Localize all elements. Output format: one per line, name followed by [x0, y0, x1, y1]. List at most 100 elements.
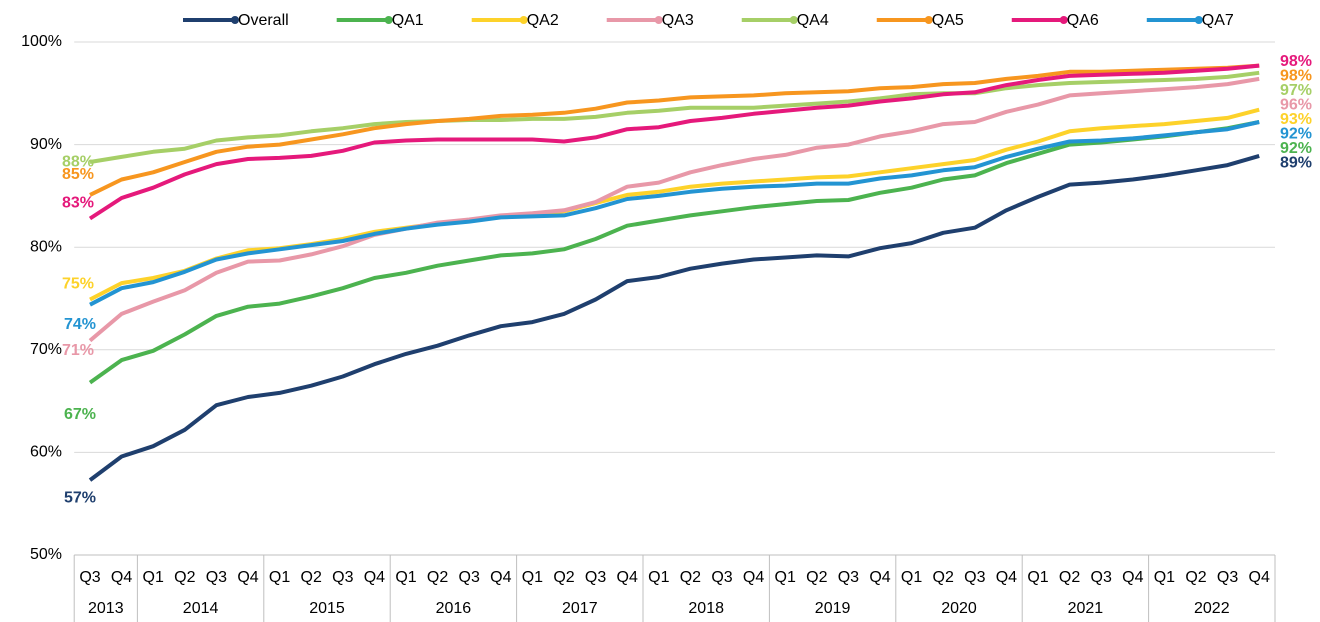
- x-tick-label: Q4: [111, 569, 132, 586]
- series-line: [88, 63, 1260, 221]
- x-group-label: 2019: [815, 600, 851, 617]
- x-group-label: 2013: [88, 600, 124, 617]
- legend-marker: [519, 16, 528, 24]
- x-tick-label: Q4: [490, 569, 511, 586]
- legend-label: QA6: [1067, 12, 1099, 29]
- x-group-label: 2018: [688, 600, 724, 617]
- x-group-label: 2020: [941, 600, 977, 617]
- x-tick-label: Q2: [1059, 569, 1080, 586]
- series-line: [89, 70, 1260, 164]
- value-label: 97%: [1280, 82, 1312, 99]
- x-tick-label: Q2: [427, 569, 448, 586]
- value-label: 92%: [1280, 125, 1312, 142]
- x-tick-label: Q3: [459, 569, 480, 586]
- value-label: 74%: [64, 316, 96, 333]
- lines: [88, 63, 1260, 482]
- series-line: [88, 120, 1260, 385]
- value-label: 98%: [1280, 67, 1312, 84]
- legend-marker: [924, 16, 933, 24]
- x-group-label: 2016: [436, 600, 472, 617]
- x-tick-label: Q2: [806, 569, 827, 586]
- value-label: 75%: [62, 276, 94, 293]
- x-tick-label: Q2: [1185, 569, 1206, 586]
- x-group-label: 2022: [1194, 600, 1230, 617]
- x-tick-label: Q1: [1027, 569, 1048, 586]
- x-tick-label: Q3: [711, 569, 732, 586]
- legend-label: Overall: [238, 12, 289, 29]
- series-line: [89, 120, 1260, 307]
- x-tick-label: Q3: [206, 569, 227, 586]
- legend-label: QA4: [797, 12, 829, 29]
- legend-label: QA2: [527, 12, 559, 29]
- x-tick-label: Q2: [301, 569, 322, 586]
- legend-marker: [231, 16, 239, 24]
- y-tick-label: 60%: [30, 444, 62, 461]
- y-tick-label: 100%: [21, 33, 62, 50]
- x-group-label: 2015: [309, 600, 345, 617]
- legend-marker: [1059, 16, 1068, 24]
- value-label: 83%: [62, 195, 94, 212]
- y-tick-label: 80%: [30, 238, 62, 255]
- legend-marker: [654, 16, 663, 24]
- x-group-label: 2017: [562, 600, 598, 617]
- legend-marker: [1194, 16, 1203, 24]
- series-line: [89, 63, 1260, 197]
- x-tick-label: Q1: [1154, 569, 1175, 586]
- x-tick-label: Q3: [332, 569, 353, 586]
- x-tick-label: Q4: [1249, 569, 1270, 586]
- x-tick-label: Q2: [174, 569, 195, 586]
- value-label: 88%: [62, 153, 94, 170]
- legend-marker: [384, 16, 393, 24]
- grid: 50% 60% 70% 80% 90% 100%: [21, 33, 1275, 563]
- x-tick-label: Q2: [680, 569, 701, 586]
- legend-label: QA3: [662, 12, 694, 29]
- x-tick-label: Q3: [964, 569, 985, 586]
- y-tick-label: 90%: [30, 136, 62, 153]
- x-group-label: 2014: [183, 600, 219, 617]
- legend-label: QA1: [392, 12, 424, 29]
- value-label: 85%: [62, 166, 94, 183]
- x-tick-label: Q4: [617, 569, 638, 586]
- x-group-label: 2021: [1068, 600, 1104, 617]
- x-tick-label: Q3: [79, 569, 100, 586]
- value-label: 71%: [62, 342, 94, 359]
- x-axis: Q3 Q4 2013 Q1 Q2 Q3 Q4 2014 Q1 Q2 Q3 Q4 2015 Q1 Q2 Q3 Q4…: [73, 554, 1276, 622]
- value-label: 67%: [64, 406, 96, 423]
- x-tick-label: Q1: [648, 569, 669, 586]
- value-label: 93%: [1280, 111, 1312, 128]
- x-tick-label: Q4: [364, 569, 385, 586]
- legend: Overall QA1 QA2 QA3 QA4 QA5 QA6 QA7: [183, 12, 1234, 29]
- x-tick-label: Q2: [553, 569, 574, 586]
- x-tick-label: Q3: [838, 569, 859, 586]
- x-tick-label: Q4: [743, 569, 764, 586]
- y-tick-label: 70%: [30, 341, 62, 358]
- legend-label: QA5: [932, 12, 964, 29]
- value-label: 96%: [1280, 96, 1312, 113]
- value-label: 57%: [64, 489, 96, 506]
- x-tick-label: Q1: [269, 569, 290, 586]
- legend-label: QA7: [1202, 12, 1234, 29]
- x-tick-label: Q4: [869, 569, 890, 586]
- value-labels: 57%67%75%71%88%85%83%74%98%98%97%96%93%9…: [62, 53, 1312, 507]
- x-tick-label: Q3: [1217, 569, 1238, 586]
- series-line: [88, 76, 1260, 343]
- x-tick-label: Q3: [585, 569, 606, 586]
- value-label: 92%: [1280, 140, 1312, 157]
- series-line: [88, 153, 1260, 482]
- x-tick-label: Q4: [996, 569, 1017, 586]
- value-label: 89%: [1280, 154, 1312, 171]
- y-tick-label: 50%: [30, 546, 62, 563]
- legend-marker: [789, 16, 798, 24]
- x-tick-label: Q4: [1122, 569, 1143, 586]
- x-tick-label: Q1: [143, 569, 164, 586]
- x-tick-label: Q1: [775, 569, 796, 586]
- x-tick-label: Q4: [237, 569, 258, 586]
- x-tick-label: Q1: [522, 569, 543, 586]
- x-tick-label: Q1: [395, 569, 416, 586]
- x-tick-label: Q2: [933, 569, 954, 586]
- x-tick-label: Q3: [1091, 569, 1112, 586]
- value-label: 98%: [1280, 53, 1312, 70]
- x-tick-label: Q1: [901, 569, 922, 586]
